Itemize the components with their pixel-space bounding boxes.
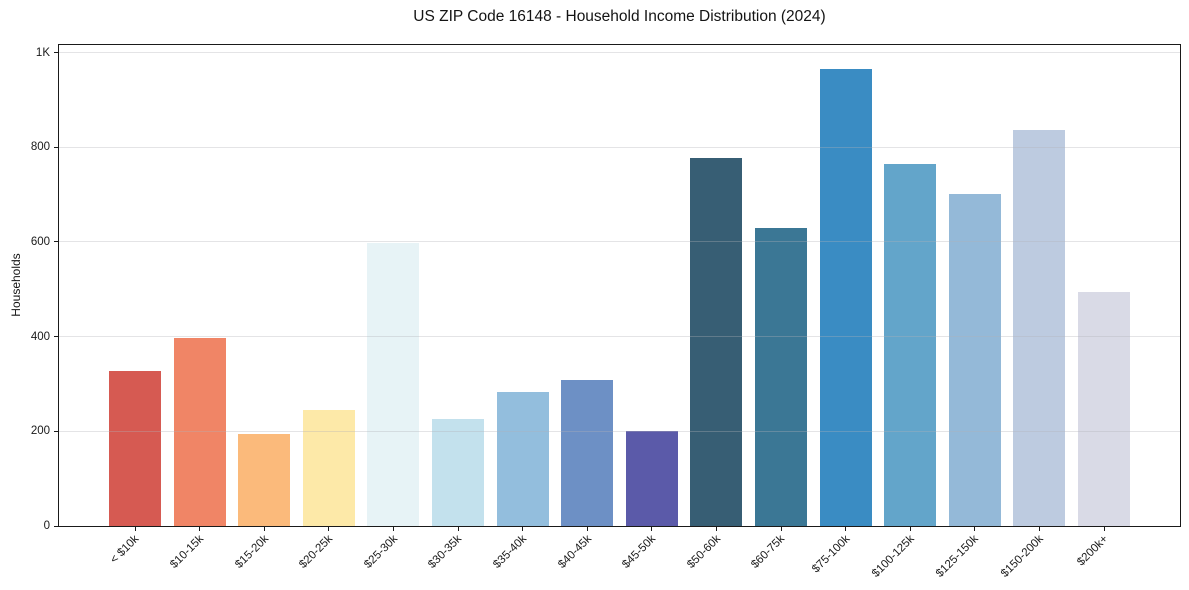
x-tick-mark: [845, 527, 847, 531]
bar-$40-45k: [561, 379, 614, 526]
bar-$15-20k: [238, 433, 291, 526]
y-tick-label: 800: [30, 141, 50, 154]
x-tick-mark: [134, 527, 136, 531]
bar-$45-50k: [625, 431, 678, 526]
y-tick-mark: [54, 430, 58, 432]
gridline-400: [59, 336, 1180, 338]
bar-$25-30k: [367, 243, 420, 526]
x-tick-mark: [1038, 527, 1040, 531]
gridline-1K: [59, 52, 1180, 54]
gridline-600: [59, 241, 1180, 243]
x-tick-mark: [328, 527, 330, 531]
x-tick-label: $125-150k: [934, 533, 982, 580]
x-tick-label: $60-75k: [749, 533, 788, 571]
x-tick-mark: [586, 527, 588, 531]
y-tick-label: 200: [30, 425, 50, 438]
y-tick-mark: [54, 336, 58, 338]
x-tick-label: $25-30k: [362, 533, 400, 571]
y-axis-title: Households: [9, 253, 23, 317]
bar-$200k+: [1078, 291, 1130, 526]
gridline-800: [59, 146, 1180, 148]
x-tick-mark: [909, 527, 911, 531]
x-tick-mark: [392, 527, 394, 531]
y-tick-mark: [54, 525, 58, 527]
bar-$10-15k: [173, 338, 226, 526]
x-tick-mark: [522, 527, 524, 531]
bar-$150-200k: [1013, 130, 1066, 526]
bar-$60-75k: [755, 228, 807, 526]
x-tick-mark: [457, 527, 459, 531]
x-tick-label: $100-125k: [869, 533, 917, 580]
x-tick-mark: [1103, 527, 1105, 531]
x-tick-label: $50-60k: [685, 533, 723, 571]
x-tick-label: $200k+: [1075, 533, 1111, 569]
x-tick-label: $35-40k: [491, 533, 530, 571]
y-tick-mark: [54, 241, 58, 243]
chart-title: US ZIP Code 16148 - Household Income Dis…: [413, 8, 826, 25]
x-tick-label: $30-35k: [426, 533, 465, 571]
y-tick-mark: [54, 52, 58, 54]
x-tick-label: $150-200k: [998, 533, 1046, 580]
bar-$30-35k: [432, 419, 484, 526]
x-tick-label: $15-20k: [232, 533, 271, 571]
x-tick-mark: [199, 527, 201, 531]
y-tick-label: 400: [30, 330, 50, 343]
bar-$100-125k: [884, 164, 937, 526]
plot-area: [58, 44, 1181, 527]
bar-$35-40k: [496, 392, 549, 526]
y-tick-label: 0: [43, 520, 50, 532]
x-tick-mark: [974, 527, 976, 531]
y-tick-mark: [54, 146, 58, 148]
gridline-200: [59, 430, 1180, 432]
x-tick-label: $20-25k: [297, 533, 336, 571]
x-tick-label: < $10k: [108, 533, 142, 567]
x-tick-label: $10-15k: [168, 533, 207, 571]
x-tick-label: $45-50k: [620, 533, 659, 571]
bar-$125-150k: [948, 193, 1001, 526]
x-tick-label: $40-45k: [555, 533, 594, 571]
bar-$20-25k: [302, 409, 355, 526]
x-tick-mark: [651, 527, 653, 531]
x-tick-mark: [780, 527, 782, 531]
x-tick-mark: [715, 527, 717, 531]
y-tick-label: 1K: [35, 46, 50, 59]
y-tick-label: 600: [30, 235, 50, 248]
x-tick-label: $75-100k: [809, 533, 853, 576]
bar-< $10k: [109, 370, 161, 526]
bar-$75-100k: [819, 69, 872, 526]
bar-$50-60k: [690, 158, 743, 526]
x-tick-mark: [263, 527, 265, 531]
